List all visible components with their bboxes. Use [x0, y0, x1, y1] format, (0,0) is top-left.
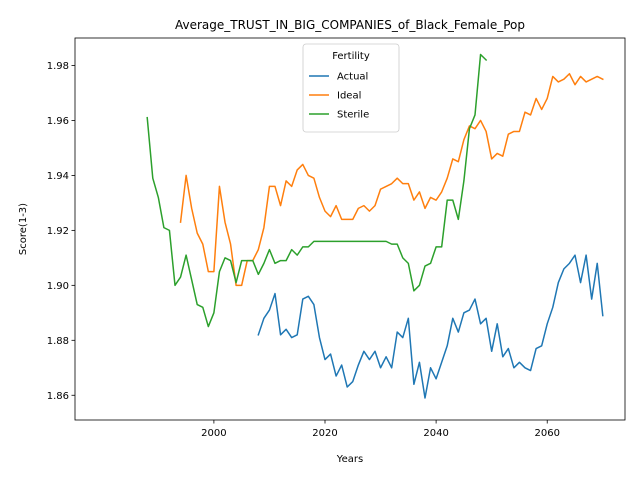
legend-box [302, 43, 400, 133]
x-tick-label: 2060 [534, 428, 559, 439]
y-tick-label: 1.90 [47, 281, 69, 292]
chart-title: Average_TRUST_IN_BIG_COMPANIES_of_Black_… [175, 18, 525, 32]
legend-label-actual: Actual [337, 72, 368, 83]
y-tick-label: 1.98 [47, 61, 69, 72]
plot-layer [146, 53, 604, 399]
y-tick-label: 1.88 [47, 336, 69, 347]
legend-title: Fertility [332, 51, 370, 62]
legend-label-ideal: Ideal [337, 91, 361, 102]
series-line-actual [257, 254, 604, 399]
axes-frame [74, 37, 626, 421]
series-line-sterile [146, 53, 488, 328]
y-tick-label: 1.96 [47, 116, 69, 127]
y-tick-label: 1.92 [47, 226, 69, 237]
x-tick-label: 2000 [201, 428, 226, 439]
y-tick-label: 1.94 [47, 171, 69, 182]
legend-entries: Actual Ideal Sterile [309, 72, 369, 121]
legend-label-sterile: Sterile [337, 110, 369, 121]
ticks-layer: 2000 2020 2040 2060 1.86 1.88 1.90 1.92 1.94 1.96… [47, 61, 560, 439]
x-tick-label: 2020 [312, 428, 337, 439]
x-axis-title: Years [336, 454, 363, 465]
y-axis-title: Score(1-3) [18, 203, 29, 255]
y-tick-label: 1.86 [47, 391, 69, 402]
x-tick-label: 2040 [423, 428, 448, 439]
legend: Fertility Actual Ideal Sterile [302, 43, 400, 133]
